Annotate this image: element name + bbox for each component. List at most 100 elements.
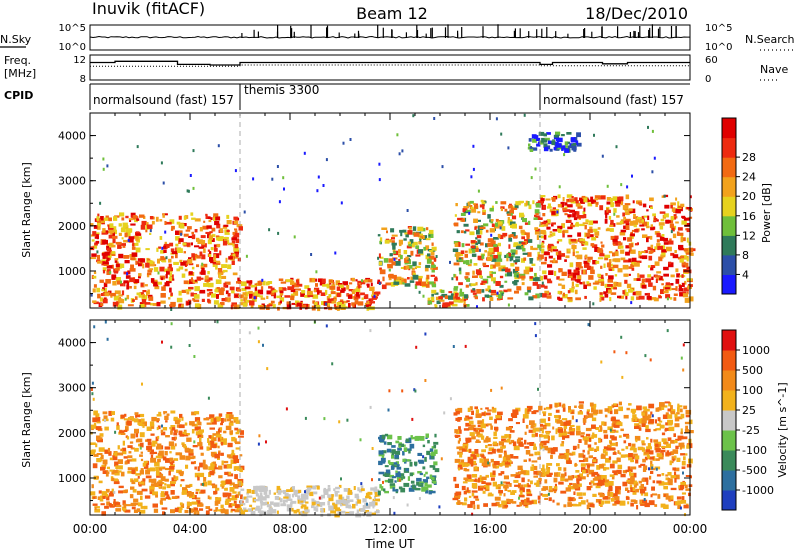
echo-cell <box>523 484 528 488</box>
echo-cell <box>199 437 202 442</box>
echo-cell <box>659 237 665 241</box>
echo-cell <box>528 143 531 147</box>
echo-cell <box>94 508 101 513</box>
echo-cell <box>209 470 215 474</box>
echo-cell <box>491 223 495 228</box>
echo-cell <box>543 407 546 410</box>
echo-cell <box>683 287 689 292</box>
echo-cell <box>619 452 622 455</box>
echo-cell <box>93 225 98 229</box>
echo-cell <box>184 268 188 272</box>
echo-cell <box>254 499 260 502</box>
colorbar-swatch <box>722 254 736 275</box>
echo-cell <box>400 277 404 281</box>
echo-cell <box>496 291 499 295</box>
echo-cell <box>212 437 217 442</box>
echo-cell <box>319 502 326 506</box>
echo-cell <box>562 233 565 238</box>
nsearch-label: N.Search <box>745 33 795 46</box>
echo-cell <box>507 217 510 221</box>
colorbar-tick-label: -500 <box>742 464 767 477</box>
echo-cell <box>286 301 291 305</box>
echo-cell <box>664 405 668 408</box>
echo-cell <box>213 445 217 449</box>
echo-cell <box>161 507 168 510</box>
echo-cell <box>391 242 397 246</box>
echo-cell <box>268 507 273 511</box>
echo-cell <box>232 243 236 247</box>
echo-cell <box>458 282 463 286</box>
echo-cell <box>613 212 616 216</box>
echo-cell <box>284 492 289 497</box>
echo-cell <box>561 473 566 478</box>
echo-cell <box>465 272 470 276</box>
echo-cell <box>207 438 210 443</box>
echo-cell <box>381 434 385 439</box>
echo-cell <box>425 254 429 260</box>
echo-cell <box>658 420 663 423</box>
echo-cell <box>209 435 214 440</box>
echo-cell <box>582 469 586 474</box>
echo-cell <box>585 219 589 223</box>
echo-cell <box>397 436 402 440</box>
echo-cell <box>628 481 634 484</box>
date-title: 18/Dec/2010 <box>585 4 688 23</box>
echo-cell <box>203 417 210 421</box>
echo-cell <box>171 303 176 308</box>
echo-cell <box>650 265 656 268</box>
echo-cell <box>576 430 581 436</box>
echo-cell <box>206 446 210 451</box>
echo-cell <box>156 301 161 307</box>
echo-cell <box>589 437 592 442</box>
echo-cell <box>407 259 411 265</box>
echo-cell <box>374 492 378 497</box>
echo-cell <box>572 445 577 450</box>
echo-cell <box>650 244 654 249</box>
echo-cell <box>399 229 405 233</box>
echo-cell <box>663 242 669 245</box>
echo-cell <box>242 502 246 506</box>
echo-cell <box>649 358 652 362</box>
echo-cell <box>193 510 197 515</box>
echo-cell <box>386 230 388 234</box>
echo-cell <box>569 424 575 427</box>
echo-cell <box>608 269 613 271</box>
echo-cell <box>674 474 680 480</box>
echo-cell <box>681 261 686 267</box>
echo-cell <box>634 243 639 246</box>
echo-cell <box>563 421 567 426</box>
echo-cell <box>475 409 479 414</box>
echo-cell <box>656 271 662 274</box>
echo-cell <box>625 496 630 500</box>
echo-cell <box>524 409 530 414</box>
echo-cell <box>504 464 509 468</box>
echo-cell <box>215 489 218 495</box>
echo-cell <box>223 460 229 464</box>
echo-cell <box>565 255 570 259</box>
echo-cell <box>352 303 355 308</box>
echo-cell <box>673 440 678 444</box>
echo-cell <box>135 233 142 236</box>
echo-cell <box>181 442 185 446</box>
echo-cell <box>460 298 464 302</box>
echo-cell <box>539 427 543 431</box>
echo-cell <box>586 411 590 415</box>
echo-cell <box>468 211 471 215</box>
echo-cell <box>187 280 190 285</box>
echo-cell <box>126 272 129 276</box>
echo-cell <box>178 238 184 243</box>
echo-cell <box>646 209 649 212</box>
echo-cell <box>125 275 131 279</box>
echo-cell <box>615 486 621 490</box>
echo-cell <box>684 421 690 425</box>
echo-cell <box>139 432 145 438</box>
echo-cell <box>607 489 611 492</box>
echo-cell <box>509 430 515 433</box>
echo-cell <box>121 290 125 296</box>
echo-cell <box>106 257 110 262</box>
echo-cell <box>688 296 694 302</box>
echo-cell <box>378 460 383 466</box>
echo-cell <box>547 280 553 284</box>
echo-cell <box>508 460 512 464</box>
echo-cell <box>582 281 586 285</box>
